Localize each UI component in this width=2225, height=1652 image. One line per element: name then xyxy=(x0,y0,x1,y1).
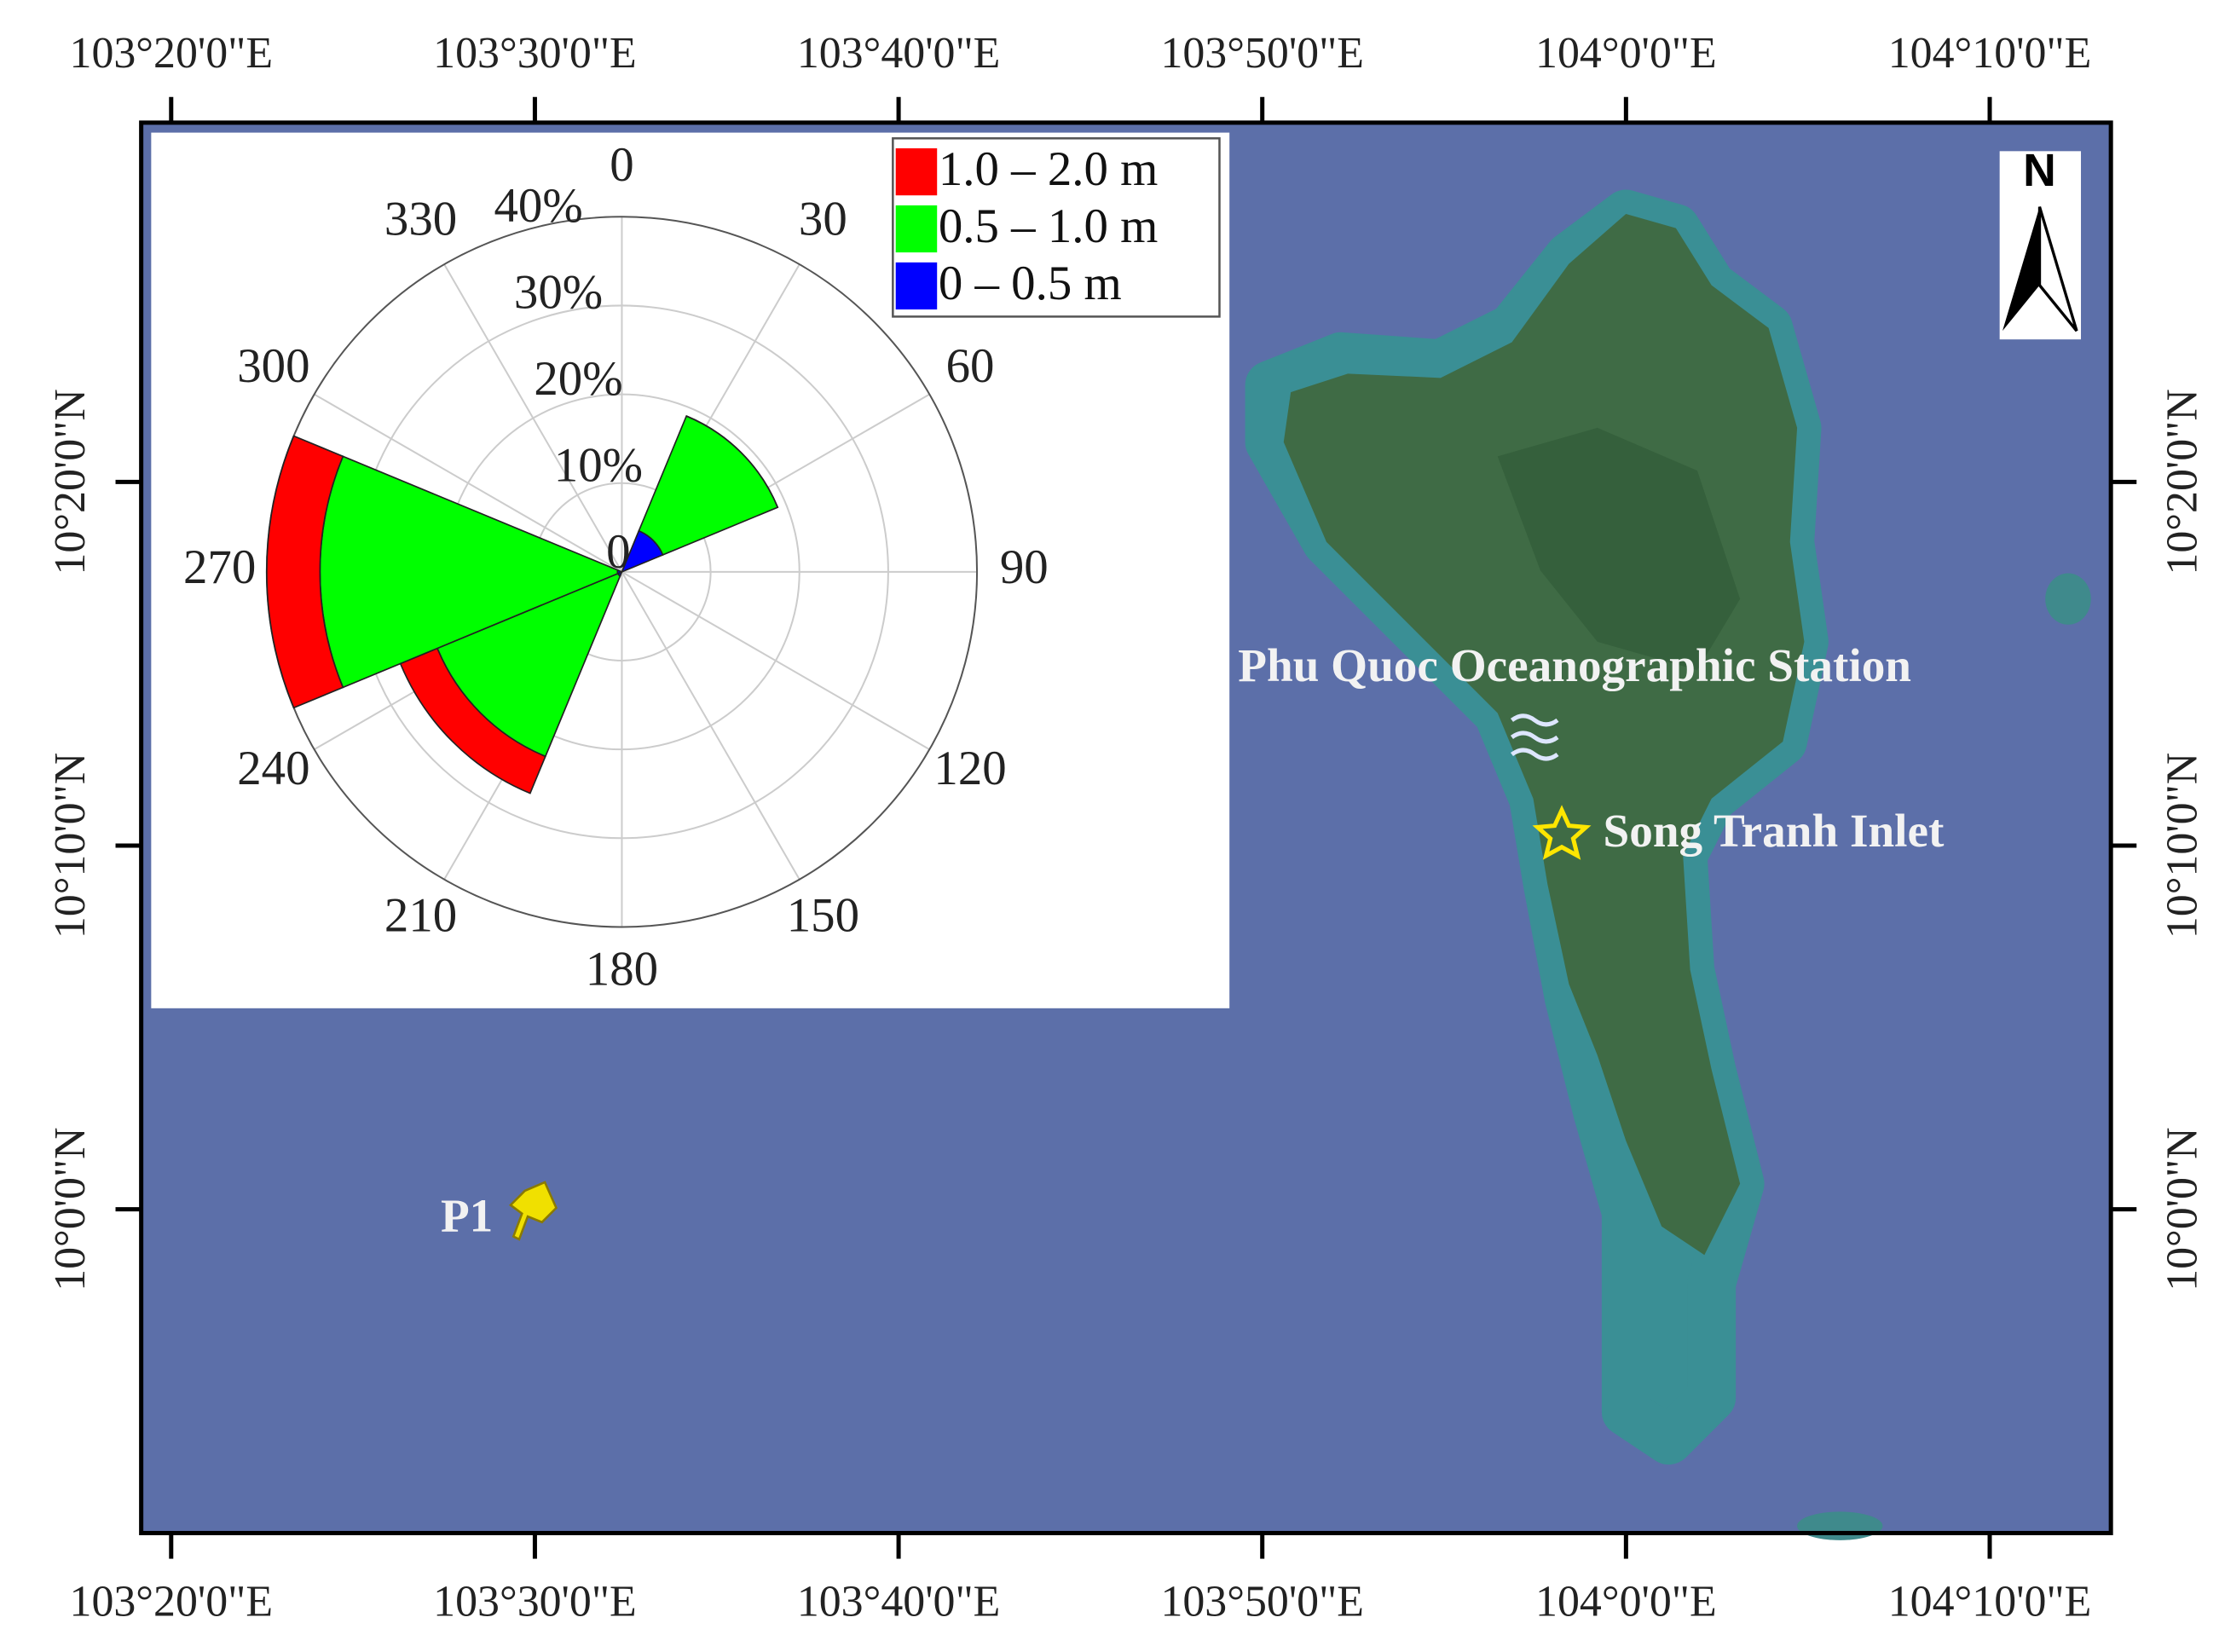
x-tick-label: 103°20'0"E xyxy=(70,29,274,78)
north-label: N xyxy=(2023,146,2056,196)
angle-tick-label: 30 xyxy=(799,192,847,245)
north-arrow xyxy=(2037,206,2078,332)
y-tick-label: 10°20'0"N xyxy=(46,389,95,575)
rose-segment xyxy=(685,415,779,508)
map-frame xyxy=(139,120,2113,1535)
station-icon xyxy=(1510,713,1559,761)
legend-label: 0 – 0.5 m xyxy=(939,257,1122,310)
rose-chart: 0306090120150180210240270300330010%20%30… xyxy=(183,137,1221,996)
x-tick-label: 103°40'0"E xyxy=(797,29,1001,78)
x-tick-label: 104°0'0"E xyxy=(1535,1578,1717,1626)
islet xyxy=(2045,573,2091,625)
angle-tick-label: 240 xyxy=(237,742,309,795)
x-tick-label: 103°20'0"E xyxy=(70,1578,274,1626)
islet xyxy=(1797,1511,1883,1540)
angle-tick-label: 90 xyxy=(1000,540,1049,594)
angle-tick-label: 60 xyxy=(946,339,995,393)
x-tick-label: 104°10'0"E xyxy=(1888,29,2092,78)
y-tick-label: 10°10'0"N xyxy=(2159,753,2207,939)
angle-tick-label: 150 xyxy=(787,888,859,942)
angle-tick-label: 210 xyxy=(384,888,457,942)
x-tick-label: 103°50'0"E xyxy=(1160,1578,1364,1626)
angle-tick-label: 270 xyxy=(183,540,256,594)
radial-tick-label: 40% xyxy=(494,179,582,233)
y-tick-label: 10°10'0"N xyxy=(46,753,95,939)
radial-tick-label: 30% xyxy=(514,266,603,320)
x-tick-label: 104°10'0"E xyxy=(1888,1578,2092,1626)
y-tick-label: 10°20'0"N xyxy=(2159,389,2207,575)
legend-label: 1.0 – 2.0 m xyxy=(939,142,1159,196)
y-tick-label: 10°0'0"N xyxy=(46,1127,95,1291)
angle-tick-label: 330 xyxy=(384,192,457,245)
p1-pin xyxy=(509,1181,558,1241)
x-tick-label: 104°0'0"E xyxy=(1535,29,1717,78)
legend-swatch xyxy=(895,262,938,310)
legend-label: 0.5 – 1.0 m xyxy=(939,199,1159,253)
x-tick-label: 103°30'0"E xyxy=(433,1578,637,1626)
inlet-label: Song Tranh Inlet xyxy=(1604,805,1945,857)
station-label: Phu Quoc Oceanographic Station xyxy=(1238,639,1911,691)
angle-tick-label: 180 xyxy=(586,943,658,996)
north-arrow xyxy=(2002,206,2040,332)
angle-tick-label: 120 xyxy=(933,742,1006,795)
legend-swatch xyxy=(895,205,938,253)
angle-tick-label: 0 xyxy=(610,138,633,192)
x-tick-label: 103°30'0"E xyxy=(433,29,637,78)
map-area: Phu Quoc Oceanographic Station Song Tran… xyxy=(141,122,2112,1540)
rose-segment xyxy=(266,435,344,709)
x-tick-label: 103°40'0"E xyxy=(797,1578,1001,1626)
legend-swatch xyxy=(895,147,938,196)
p1-label: P1 xyxy=(441,1190,493,1242)
x-tick-label: 103°50'0"E xyxy=(1160,29,1364,78)
radial-tick-label: 20% xyxy=(534,352,622,406)
angle-tick-label: 300 xyxy=(237,339,309,393)
forest xyxy=(1497,427,1741,671)
inlet-marker xyxy=(1532,805,1592,860)
radial-tick-label: 10% xyxy=(554,439,643,493)
y-tick-label: 10°0'0"N xyxy=(2159,1127,2207,1291)
legend-box xyxy=(892,137,1221,318)
